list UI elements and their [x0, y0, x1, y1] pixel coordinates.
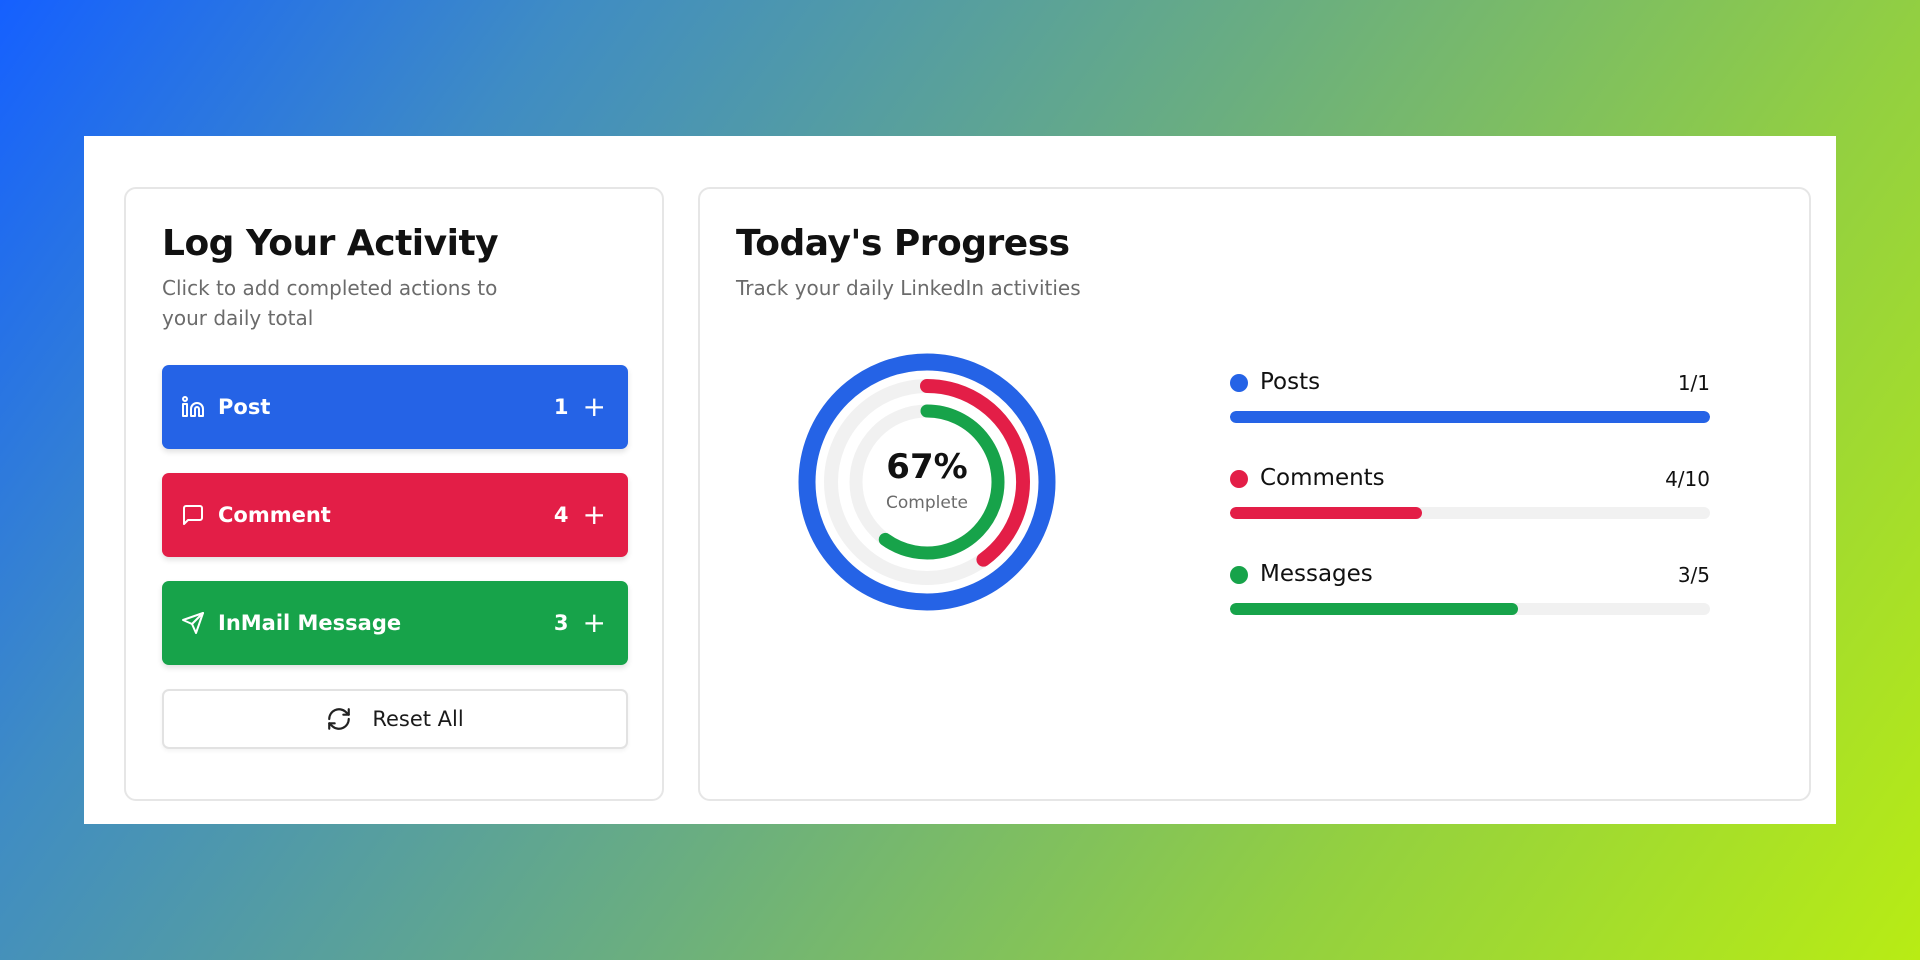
progress-track	[1230, 603, 1710, 615]
comment-count: 4	[553, 503, 569, 527]
comment-button-label: Comment	[218, 503, 331, 527]
stat-fraction: 3/5	[1677, 563, 1710, 587]
inmail-count: 3	[553, 611, 569, 635]
log-activity-title: Log Your Activity	[162, 223, 499, 264]
overall-percent: 67%	[886, 447, 968, 487]
progress-track	[1230, 411, 1710, 423]
log-activity-subtitle: Click to add completed actions to your d…	[162, 276, 498, 330]
progress-track	[1230, 507, 1710, 519]
post-button[interactable]: Post 1 +	[162, 365, 628, 449]
comments-ring	[920, 379, 1030, 567]
stat-name: Comments	[1260, 465, 1385, 491]
post-button-label: Post	[218, 395, 271, 419]
todays-progress-card: Today's Progress Track your daily Linked…	[698, 187, 1811, 801]
messages-progress-fill	[1230, 603, 1518, 615]
post-count: 1	[553, 395, 569, 419]
reset-all-label: Reset All	[372, 707, 464, 731]
overall-label: Complete	[886, 493, 968, 513]
send-icon	[180, 610, 206, 636]
messages-legend-dot	[1230, 566, 1248, 584]
stat-name: Posts	[1260, 369, 1321, 395]
comments-progress-fill	[1230, 507, 1422, 519]
progress-subtitle: Track your daily LinkedIn activities	[736, 276, 1081, 300]
posts-ring	[798, 353, 1056, 611]
reset-all-button[interactable]: Reset All	[162, 689, 628, 749]
log-activity-card: Log Your Activity Click to add completed…	[124, 187, 664, 801]
stat-messages: Messages 3/5	[1230, 561, 1710, 621]
rings-graphic	[798, 353, 1056, 611]
main-panel: Log Your Activity Click to add completed…	[84, 136, 1836, 824]
stat-fraction: 1/1	[1677, 371, 1710, 395]
comment-icon	[180, 502, 206, 528]
plus-icon: +	[582, 606, 606, 639]
stat-name: Messages	[1260, 561, 1373, 587]
inmail-button-label: InMail Message	[218, 611, 402, 635]
posts-legend-dot	[1230, 374, 1248, 392]
stat-posts: Posts 1/1	[1230, 369, 1710, 429]
comments-legend-dot	[1230, 470, 1248, 488]
stat-fraction: 4/10	[1665, 467, 1710, 491]
posts-progress-fill	[1230, 411, 1710, 423]
plus-icon: +	[582, 390, 606, 423]
inmail-message-button[interactable]: InMail Message 3 +	[162, 581, 628, 665]
progress-title: Today's Progress	[736, 223, 1070, 264]
comment-button[interactable]: Comment 4 +	[162, 473, 628, 557]
stat-comments: Comments 4/10	[1230, 465, 1710, 525]
linkedin-icon	[180, 394, 206, 420]
plus-icon: +	[582, 498, 606, 531]
refresh-icon	[326, 706, 352, 732]
messages-ring	[878, 404, 1005, 560]
progress-rings: 67% Complete	[796, 351, 1058, 613]
